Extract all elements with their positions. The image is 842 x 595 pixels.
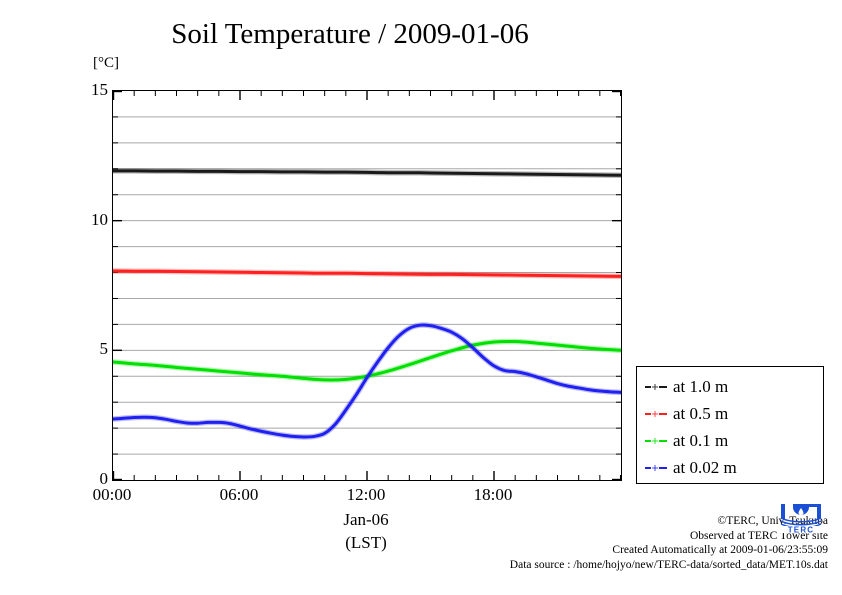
legend: at 1.0 m at 0.5 m at 0.1 m at 0.02 m: [636, 366, 824, 484]
legend-item-label: at 1.0 m: [673, 377, 729, 396]
legend-item: at 1.0 m: [645, 374, 728, 400]
credit-line-copyright: ©TERC, Univ. Tsukuba: [717, 515, 828, 527]
legend-marker-icon: [645, 465, 667, 471]
x-axis-tick-labels: 00:00 06:00 12:00 18:00: [93, 485, 620, 509]
series-line: [113, 169, 621, 177]
credit-line-created: Created Automatically at 2009-01-06/23:5…: [612, 544, 828, 556]
legend-marker-icon: [645, 438, 667, 444]
y-axis-tick-label: 5: [99, 339, 109, 359]
y-axis-tick-label: 10: [91, 209, 108, 229]
series-line: [113, 269, 621, 278]
terc-logo-text: TERC: [788, 526, 815, 534]
x-axis-tick-label: 12:00: [346, 485, 386, 504]
legend-marker-icon: [645, 411, 667, 417]
legend-item-label: at 0.5 m: [673, 404, 729, 423]
y-axis-tick-label: 0: [99, 469, 109, 488]
x-axis-timezone-label: (LST): [345, 533, 387, 552]
x-axis-tick-label: 06:00: [219, 485, 259, 504]
x-axis-tick-label: 00:00: [92, 485, 132, 504]
credit-line-datasource: Data source : /home/hojyo/new/TERC-data/…: [509, 558, 828, 571]
x-axis-date-label: Jan-06: [343, 510, 389, 529]
y-axis-tick-label: 15: [91, 80, 108, 99]
legend-item: at 0.1 m: [645, 428, 728, 454]
plot-svg: [113, 91, 621, 480]
credits-block: ©TERC, Univ. Tsukuba Observed at TERC To…: [408, 514, 828, 572]
plot-area: [112, 90, 622, 481]
credit-line-site: Observed at TERC Tower site: [689, 529, 828, 542]
terc-logo-icon: TERC: [779, 504, 823, 534]
legend-marker-icon: [645, 384, 667, 390]
series-line: [113, 323, 621, 439]
page-title: Soil Temperature / 2009-01-06: [171, 18, 529, 50]
x-axis-tick-label: 18:00: [473, 485, 513, 504]
legend-item: at 0.02 m: [645, 455, 737, 481]
legend-item-label: at 0.02 m: [673, 458, 737, 477]
legend-item: at 0.5 m: [645, 401, 728, 427]
y-axis-tick-labels: 15 10 5 0: [62, 81, 109, 487]
y-axis-unit-label: [°C]: [93, 55, 119, 71]
legend-item-label: at 0.1 m: [673, 431, 729, 450]
